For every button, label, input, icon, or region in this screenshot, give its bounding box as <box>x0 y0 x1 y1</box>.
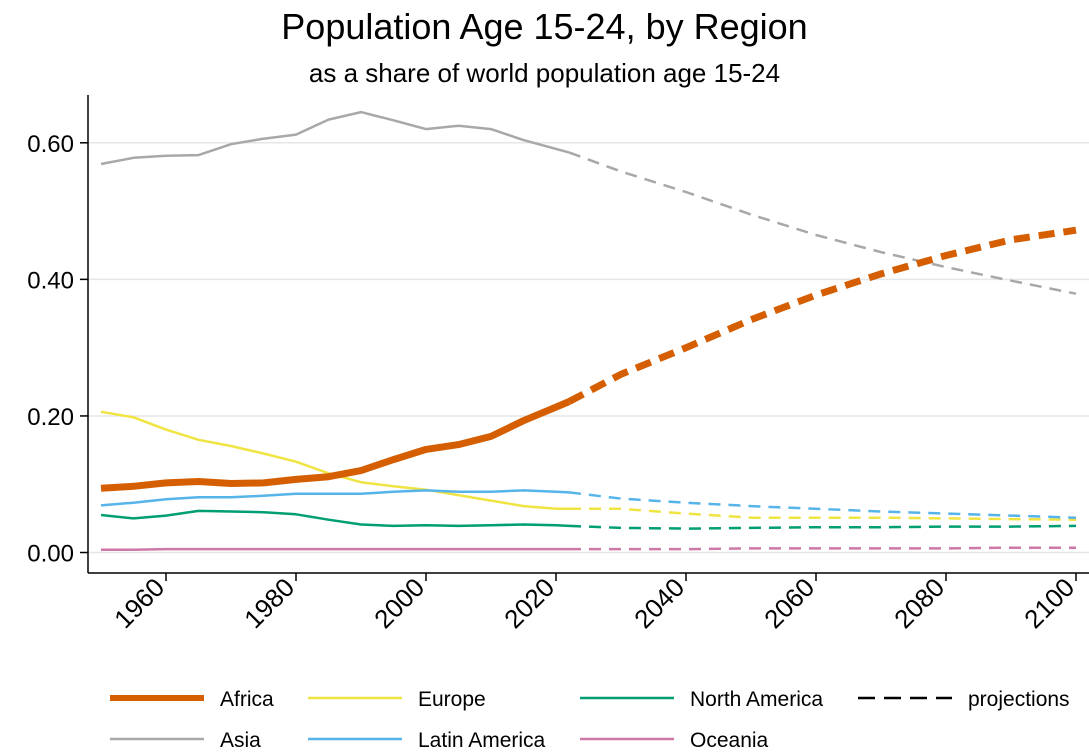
tick-labels: 0.00 0.20 0.40 0.60 1960 1980 2000 2020 2040 2060… <box>27 131 1080 634</box>
series-projection-asia <box>568 151 1077 295</box>
series-layer <box>100 110 1077 552</box>
series-line-africa <box>100 398 571 492</box>
legend-label-europe: Europe <box>418 688 486 711</box>
legend-label-north-america: North America <box>690 688 823 711</box>
legend: Africa Europe North America projections Asia… <box>110 688 1070 752</box>
series-line-asia <box>100 110 570 166</box>
y-tick-label: 0.20 <box>27 404 74 431</box>
y-tick-label: 0.40 <box>27 267 74 294</box>
y-tick-label: 0.00 <box>27 541 74 568</box>
x-tick-label: 2040 <box>628 572 690 634</box>
gridlines <box>88 142 1089 554</box>
legend-label-asia: Asia <box>220 729 261 752</box>
legend-label-oceania: Oceania <box>690 729 769 752</box>
x-tick-label: 1960 <box>108 572 170 634</box>
x-tick-label: 2060 <box>758 572 820 634</box>
y-tick-label: 0.60 <box>27 131 74 158</box>
series-projection-oceania <box>569 546 1076 551</box>
legend-label-latin-america: Latin America <box>418 729 546 752</box>
series-projection-europe <box>569 507 1077 521</box>
x-tick-label: 2100 <box>1018 572 1080 634</box>
series-line-europe <box>100 410 569 511</box>
chart-subtitle: as a share of world population age 15-24 <box>308 58 781 88</box>
x-tick-label: 2000 <box>368 572 430 634</box>
chart-title: Population Age 15-24, by Region <box>281 6 808 47</box>
legend-label-projections: projections <box>968 688 1070 711</box>
series-projection-latin-america <box>568 491 1077 519</box>
series-line-north-america <box>100 509 570 528</box>
x-tick-label: 1980 <box>238 572 300 634</box>
series-line-oceania <box>101 547 569 552</box>
legend-label-africa: Africa <box>220 688 274 711</box>
axes <box>80 95 1089 581</box>
x-tick-label: 2020 <box>498 572 560 634</box>
x-tick-label: 2080 <box>888 572 950 634</box>
series-line-latin-america <box>100 489 570 507</box>
series-projection-north-america <box>568 524 1077 530</box>
series-projection-africa <box>567 226 1077 405</box>
